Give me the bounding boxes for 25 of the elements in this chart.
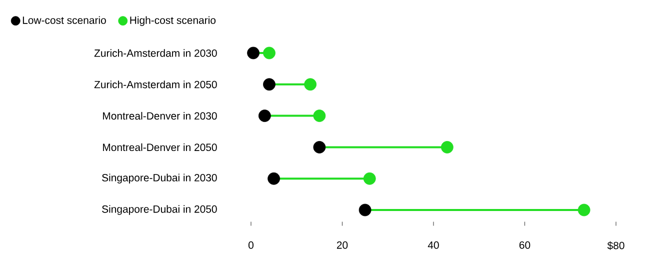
legend-label: Low-cost scenario — [22, 16, 106, 24]
point — [268, 172, 280, 185]
point — [263, 46, 276, 60]
point — [258, 110, 271, 122]
point — [358, 204, 372, 216]
legend-label: High-cost scenario — [130, 16, 216, 26]
y-tick-label: Singapore-Dubai in 2030 — [102, 174, 217, 184]
x-tick-label: 20 — [336, 241, 348, 249]
point — [304, 78, 317, 91]
point — [313, 110, 326, 122]
x-tick-label: 40 — [428, 241, 439, 249]
point — [263, 78, 276, 91]
x-tick-label: $80 — [607, 241, 624, 250]
y-tick-label: Singapore-Dubai in 2050 — [102, 205, 217, 215]
point — [440, 141, 454, 154]
point — [313, 141, 326, 154]
y-tick-label: Zurich-Amsterdam in 2050 — [94, 80, 217, 88]
x-tick-label: 0 — [248, 241, 254, 249]
y-tick-label: Montreal-Denver in 2030 — [103, 112, 217, 120]
y-tick-label: Zurich-Amsterdam in 2030 — [94, 49, 217, 57]
x-tick-label: 60 — [519, 241, 530, 249]
point — [578, 204, 590, 216]
y-tick-label: Montreal-Denver in 2050 — [103, 143, 217, 152]
point — [363, 172, 376, 185]
point — [247, 46, 260, 60]
